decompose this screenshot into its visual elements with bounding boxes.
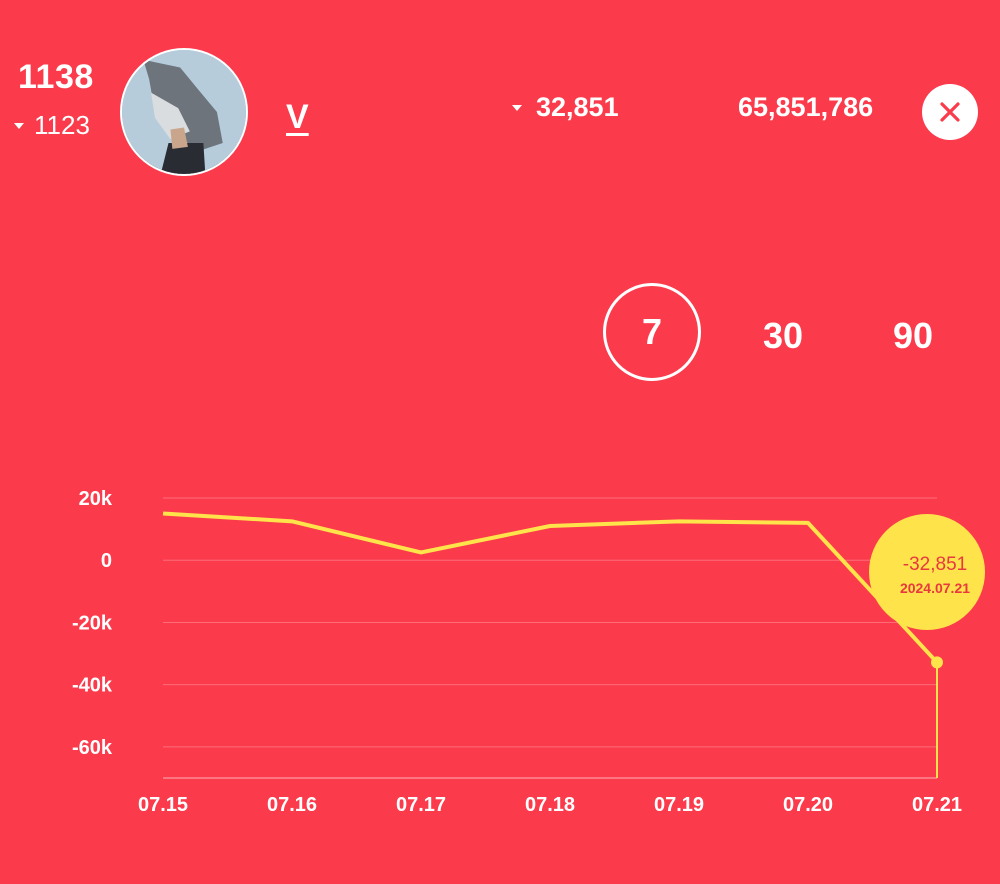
y-tick-label: -20k [72,612,113,634]
avatar[interactable] [120,48,248,176]
tooltip-date: 2024.07.21 [900,580,970,596]
x-tick-label: 07.15 [138,794,188,816]
artist-name-link[interactable]: V [286,98,309,136]
y-tick-label: 0 [101,550,112,572]
tooltip-bubble [869,514,985,630]
period-90-tab[interactable]: 90 [892,315,934,356]
x-tick-label: 07.20 [783,794,833,816]
y-tick-label: -40k [72,675,113,697]
y-tick-label: 20k [79,488,113,510]
artist-photo [122,50,246,174]
daily-change: 32,851 [512,92,619,123]
close-button[interactable] [922,84,978,140]
total-count: 65,851,786 [738,92,874,122]
trend-chart: 20k 0 -20k -40k -60k 07.15 07.16 07.17 07.18 07.1… [72,488,985,816]
rank-number: 1138 [18,58,94,96]
x-tick-label: 07.21 [912,794,962,816]
x-tick-label: 07.19 [654,794,704,816]
y-tick-label: -60k [72,737,113,759]
period-30-tab[interactable]: 30 [762,315,804,356]
data-point [931,656,943,669]
close-icon [940,102,960,122]
series-line [162,511,939,664]
x-tick-label: 07.18 [525,794,575,816]
daily-change-value: 32,851 [536,92,619,122]
x-tick-label: 07.16 [267,794,317,816]
down-triangle-icon [14,122,24,129]
previous-rank-value: 1123 [34,110,90,140]
down-triangle-icon [512,104,522,111]
period-7-tab[interactable]: 7 [603,283,701,381]
x-tick-label: 07.17 [396,794,446,816]
previous-rank: 1123 [14,110,90,141]
tooltip-value: -32,851 [903,554,967,575]
